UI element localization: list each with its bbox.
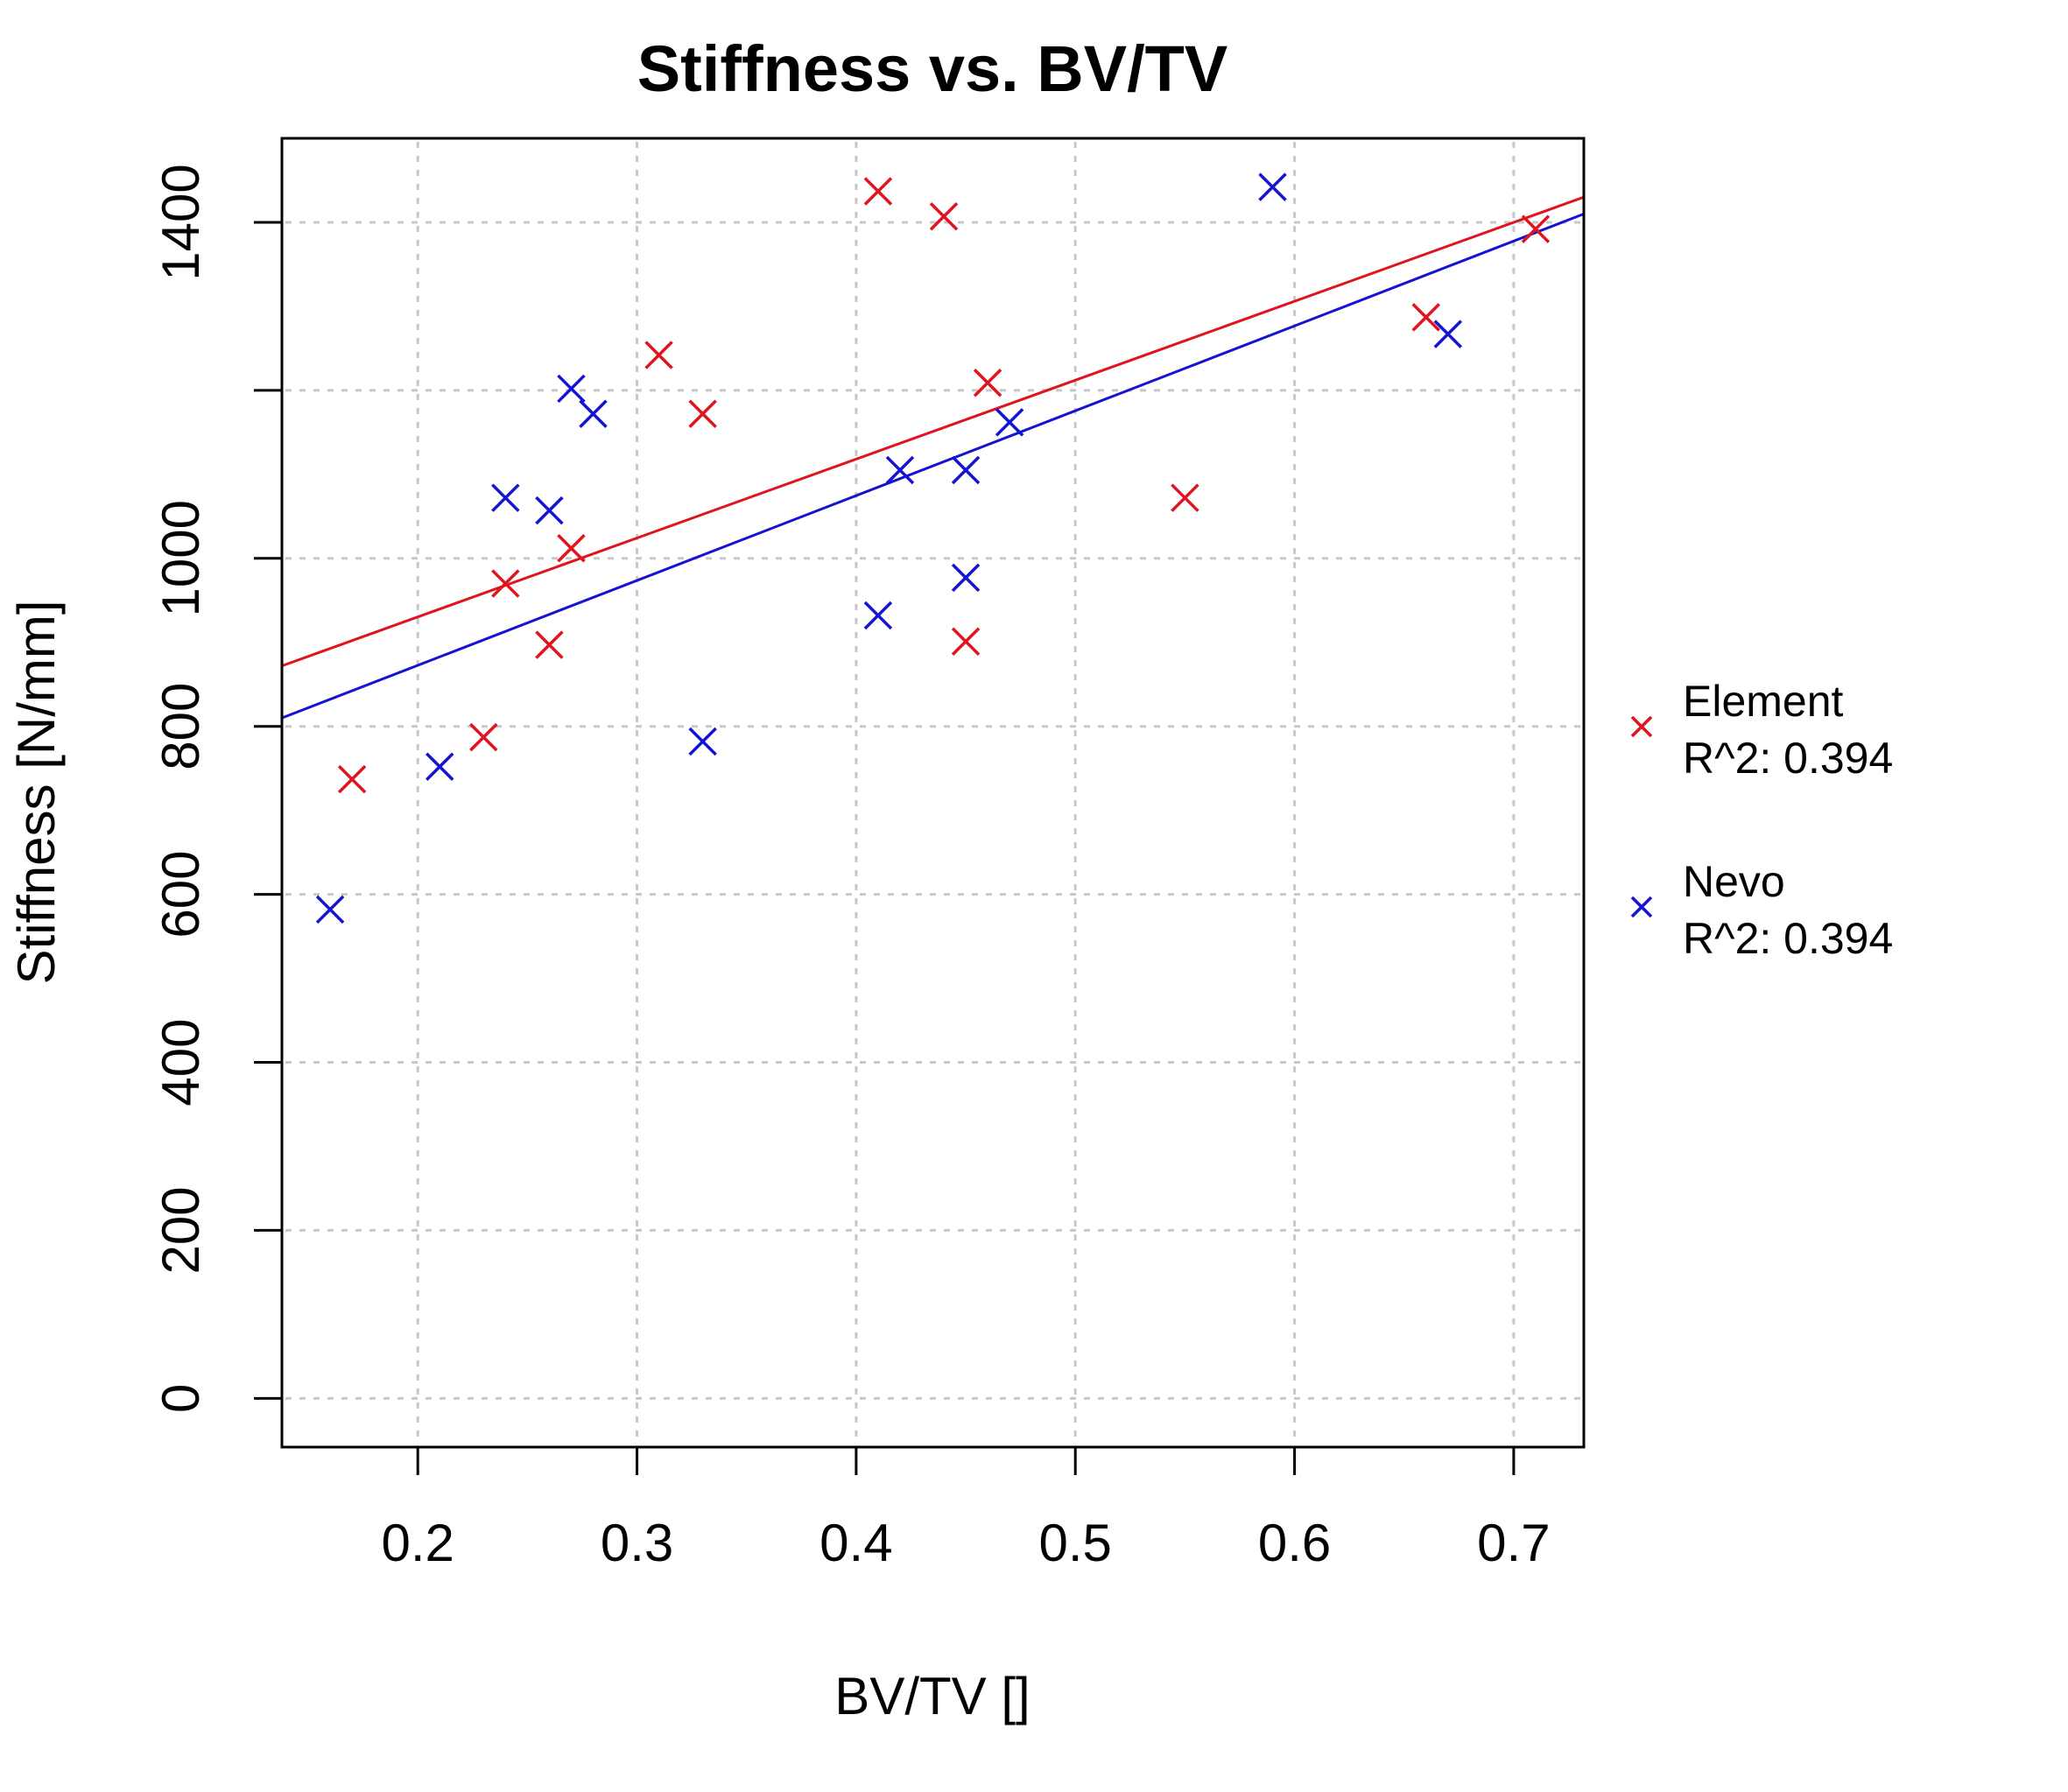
marker-stroke xyxy=(951,627,981,657)
legend-series-name: Nevo xyxy=(1683,857,1785,906)
data-point-nevo xyxy=(315,895,345,924)
legend-item-element: Element R^2: 0.394 xyxy=(1630,677,1893,783)
marker-stroke xyxy=(315,895,345,924)
y-axis: 0 200 400 600 800 1000 1400 xyxy=(151,164,282,1413)
x-tick-label: 0.3 xyxy=(601,1514,673,1572)
data-point-nevo xyxy=(579,399,608,428)
data-point-element xyxy=(929,202,959,231)
data-point-element xyxy=(1521,214,1551,243)
data-point-nevo xyxy=(951,455,981,485)
fit-line-nevo xyxy=(281,212,1585,720)
y-tick-label: 1400 xyxy=(151,164,210,280)
y-tick-label: 0 xyxy=(151,1384,210,1413)
data-point-nevo xyxy=(491,483,520,512)
data-point-element xyxy=(973,368,1002,397)
data-point-element xyxy=(688,399,717,428)
x-tick-label: 0.4 xyxy=(819,1514,892,1572)
fit-lines xyxy=(281,195,1585,720)
marker-stroke xyxy=(995,408,1024,437)
marker-stroke xyxy=(885,455,915,485)
data-point-nevo xyxy=(557,374,586,404)
data-point-nevo xyxy=(863,601,893,630)
marker-stroke xyxy=(688,727,717,756)
legend-r2-label: R^2: 0.394 xyxy=(1683,734,1893,783)
marker-stroke xyxy=(644,341,673,369)
marker-stroke xyxy=(863,601,893,630)
x-axis: 0.2 0.3 0.4 0.5 0.6 0.7 xyxy=(381,1447,1551,1572)
data-point-nevo xyxy=(1258,172,1287,201)
data-point-element xyxy=(535,630,564,659)
marker-stroke xyxy=(491,569,520,598)
data-point-nevo xyxy=(995,408,1024,437)
marker-stroke xyxy=(1433,320,1463,348)
y-tick-label: 1000 xyxy=(151,500,210,616)
marker-stroke xyxy=(535,495,564,525)
data-point-element xyxy=(337,764,367,794)
marker-stroke xyxy=(337,764,367,794)
data-point-nevo xyxy=(885,455,915,485)
data-points xyxy=(315,172,1551,924)
data-point-nevo xyxy=(688,727,717,756)
marker-stroke xyxy=(973,368,1002,397)
grid xyxy=(285,142,1580,1444)
y-tick-label: 400 xyxy=(151,1018,210,1106)
data-point-element xyxy=(1411,303,1440,332)
data-point-nevo xyxy=(951,563,981,593)
legend-item-nevo: Nevo R^2: 0.394 xyxy=(1630,857,1893,963)
x-axis-label: BV/TV [] xyxy=(834,1667,1030,1725)
data-point-nevo xyxy=(1433,320,1463,348)
marker-stroke xyxy=(469,722,498,752)
x-tick-label: 0.2 xyxy=(381,1514,454,1572)
y-tick-label: 800 xyxy=(151,683,210,770)
marker-stroke xyxy=(1411,303,1440,332)
legend-marker-stroke xyxy=(1630,715,1653,738)
data-point-element xyxy=(469,722,498,752)
marker-stroke xyxy=(688,399,717,428)
marker-stroke xyxy=(951,455,981,485)
chart-title: Stiffness vs. BV/TV xyxy=(637,32,1227,105)
marker-stroke xyxy=(1521,214,1551,243)
data-point-element xyxy=(863,177,893,206)
x-tick-label: 0.6 xyxy=(1258,1514,1331,1572)
y-tick-label: 600 xyxy=(151,851,210,938)
marker-stroke xyxy=(863,177,893,206)
plot-area-border xyxy=(280,137,1586,1449)
legend-series-name: Element xyxy=(1683,677,1844,726)
data-point-element xyxy=(951,627,981,657)
marker-stroke xyxy=(1171,483,1199,512)
y-axis-label: Stiffness [N/mm] xyxy=(7,601,66,985)
y-tick-label: 200 xyxy=(151,1186,210,1274)
marker-stroke xyxy=(426,752,454,781)
data-point-element xyxy=(557,534,586,563)
marker-stroke xyxy=(557,374,586,404)
legend: Element R^2: 0.394 Nevo R^2: 0.394 xyxy=(1630,677,1893,963)
x-tick-label: 0.5 xyxy=(1039,1514,1112,1572)
data-point-element xyxy=(1171,483,1199,512)
marker-stroke xyxy=(491,483,520,512)
marker-stroke xyxy=(535,630,564,659)
data-point-nevo xyxy=(426,752,454,781)
marker-stroke xyxy=(1258,172,1287,201)
legend-marker-stroke xyxy=(1630,896,1653,918)
legend-r2-label: R^2: 0.394 xyxy=(1683,914,1893,963)
x-tick-label: 0.7 xyxy=(1477,1514,1550,1572)
marker-stroke xyxy=(557,534,586,563)
fit-line-element xyxy=(281,195,1585,668)
data-point-element xyxy=(491,569,520,598)
marker-stroke xyxy=(951,563,981,593)
data-point-nevo xyxy=(535,495,564,525)
marker-stroke xyxy=(579,399,608,428)
data-point-element xyxy=(644,341,673,369)
marker-stroke xyxy=(929,202,959,231)
